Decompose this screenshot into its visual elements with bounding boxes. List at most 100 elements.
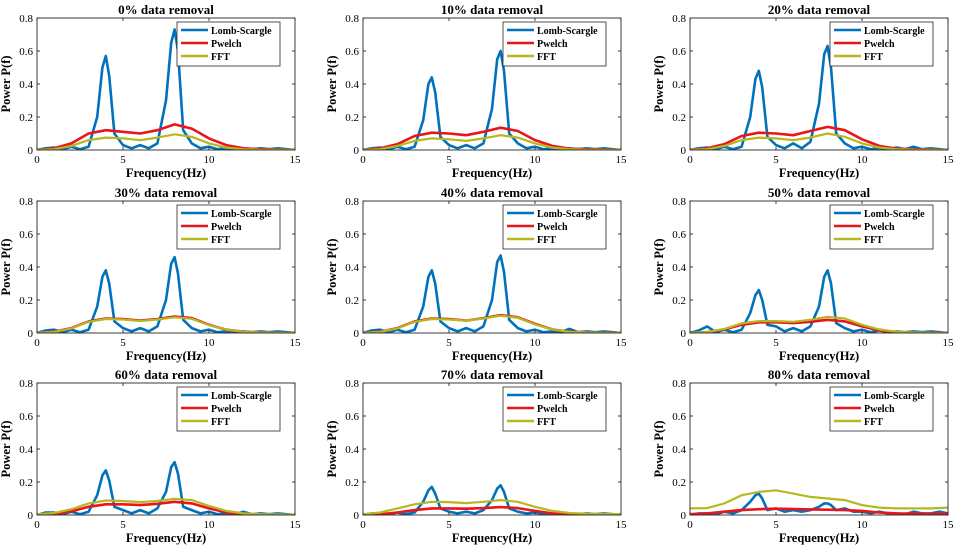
legend-label: Lomb-Scargle xyxy=(864,26,925,37)
x-tick-label: 15 xyxy=(290,154,302,166)
series-group xyxy=(37,460,295,515)
legend-label: FFT xyxy=(211,235,230,246)
series-line-lomb-scargle xyxy=(37,255,295,333)
x-tick-label: 5 xyxy=(446,519,452,531)
x-tick-label: 15 xyxy=(290,337,302,349)
legend: Lomb-Scargle Pwelch FFT xyxy=(176,21,281,67)
x-tick-label: 5 xyxy=(773,337,779,349)
x-tick-label: 0 xyxy=(687,154,693,166)
legend-label: Pwelch xyxy=(211,39,242,50)
chart-panel: 60% data removal 0 5 10 15 0 0.2 0.4 0.6 0.8 Frequ… xyxy=(0,367,301,545)
series-line-fft xyxy=(690,489,948,510)
y-tick-label: 0.8 xyxy=(672,378,686,390)
x-tick-label: 0 xyxy=(687,337,693,349)
series-line-fft xyxy=(690,315,948,333)
y-tick-label: 0.4 xyxy=(345,262,359,274)
y-tick-label: 0.2 xyxy=(672,112,686,124)
y-tick-label: 0.4 xyxy=(345,79,359,91)
y-tick-label: 0.4 xyxy=(672,444,686,456)
y-axis-label: Power P(f) xyxy=(652,238,666,295)
y-axis-label: Power P(f) xyxy=(652,55,666,112)
chart-panel: 80% data removal 0 5 10 15 0 0.2 0.4 0.6 0.8 Frequ… xyxy=(652,367,954,545)
legend: Lomb-Scargle Pwelch FFT xyxy=(829,386,934,432)
x-tick-label: 15 xyxy=(943,519,955,531)
x-axis-label: Frequency(Hz) xyxy=(126,166,206,180)
y-tick-label: 0 xyxy=(354,328,360,340)
x-tick-label: 0 xyxy=(34,154,40,166)
y-tick-label: 0 xyxy=(681,145,687,157)
legend-label: FFT xyxy=(864,417,883,428)
x-tick-label: 5 xyxy=(773,519,779,531)
legend-label: Pwelch xyxy=(864,222,895,233)
x-tick-label: 0 xyxy=(360,154,366,166)
legend: Lomb-Scargle Pwelch FFT xyxy=(176,386,281,432)
series-group xyxy=(690,268,948,333)
series-line-pwelch xyxy=(690,507,948,515)
x-tick-label: 5 xyxy=(120,154,126,166)
y-axis-label: Power P(f) xyxy=(0,55,13,112)
series-line-fft xyxy=(37,133,295,150)
legend-label: Pwelch xyxy=(211,404,242,415)
y-tick-label: 0.2 xyxy=(345,112,359,124)
series-line-lomb-scargle xyxy=(690,268,948,333)
x-axis-label: Frequency(Hz) xyxy=(452,166,532,180)
y-tick-label: 0.6 xyxy=(345,229,359,241)
chart-title: 20% data removal xyxy=(768,2,871,17)
legend-label: Lomb-Scargle xyxy=(537,391,598,402)
y-tick-label: 0.4 xyxy=(19,444,33,456)
x-axis-label: Frequency(Hz) xyxy=(452,531,532,545)
y-tick-label: 0.6 xyxy=(672,411,686,423)
x-tick-label: 10 xyxy=(530,519,542,531)
y-tick-label: 0.4 xyxy=(345,444,359,456)
series-group xyxy=(363,254,621,333)
series-line-fft xyxy=(690,132,948,150)
legend-label: Lomb-Scargle xyxy=(864,209,925,220)
y-tick-label: 0 xyxy=(28,510,34,522)
x-axis-label: Frequency(Hz) xyxy=(779,166,859,180)
y-tick-label: 0.6 xyxy=(19,46,33,58)
series-group xyxy=(37,28,295,150)
x-tick-label: 15 xyxy=(616,337,628,349)
legend: Lomb-Scargle Pwelch FFT xyxy=(829,204,934,250)
series-line-pwelch xyxy=(690,125,948,150)
y-tick-label: 0.8 xyxy=(672,13,686,25)
x-tick-label: 10 xyxy=(530,337,542,349)
chart-title: 60% data removal xyxy=(115,367,218,382)
x-tick-label: 0 xyxy=(687,519,693,531)
chart-panel: 50% data removal 0 5 10 15 0 0.2 0.4 0.6 0.8 Frequ… xyxy=(652,185,954,363)
x-tick-label: 0 xyxy=(360,337,366,349)
legend-label: Pwelch xyxy=(864,39,895,50)
y-axis-label: Power P(f) xyxy=(0,420,13,477)
x-axis-label: Frequency(Hz) xyxy=(452,349,532,363)
y-tick-label: 0.2 xyxy=(19,477,33,489)
y-tick-label: 0 xyxy=(28,145,34,157)
chart-panel: 20% data removal 0 5 10 15 0 0.2 0.4 0.6 0.8 Frequ… xyxy=(652,2,954,180)
chart-panel: 10% data removal 0 5 10 15 0 0.2 0.4 0.6 0.8 Frequ… xyxy=(325,2,627,180)
x-tick-label: 15 xyxy=(943,337,955,349)
x-tick-label: 5 xyxy=(773,154,779,166)
legend-label: Pwelch xyxy=(211,222,242,233)
legend: Lomb-Scargle Pwelch FFT xyxy=(502,204,607,250)
series-group xyxy=(363,49,621,150)
legend-label: FFT xyxy=(211,52,230,63)
x-tick-label: 10 xyxy=(204,337,216,349)
legend-label: FFT xyxy=(211,417,230,428)
y-tick-label: 0 xyxy=(681,328,687,340)
y-tick-label: 0.8 xyxy=(19,196,33,208)
legend: Lomb-Scargle Pwelch FFT xyxy=(829,21,934,67)
x-tick-label: 5 xyxy=(120,519,126,531)
chart-title: 10% data removal xyxy=(441,2,544,17)
legend-label: Lomb-Scargle xyxy=(211,391,272,402)
y-axis-label: Power P(f) xyxy=(652,420,666,477)
y-tick-label: 0 xyxy=(354,145,360,157)
x-tick-label: 0 xyxy=(360,519,366,531)
legend-label: FFT xyxy=(864,52,883,63)
y-axis-label: Power P(f) xyxy=(0,238,13,295)
y-tick-label: 0.8 xyxy=(345,13,359,25)
y-tick-label: 0.2 xyxy=(19,295,33,307)
y-tick-label: 0.2 xyxy=(672,477,686,489)
x-tick-label: 5 xyxy=(120,337,126,349)
chart-title: 40% data removal xyxy=(441,185,544,200)
y-tick-label: 0.8 xyxy=(19,378,33,390)
y-tick-label: 0 xyxy=(354,510,360,522)
